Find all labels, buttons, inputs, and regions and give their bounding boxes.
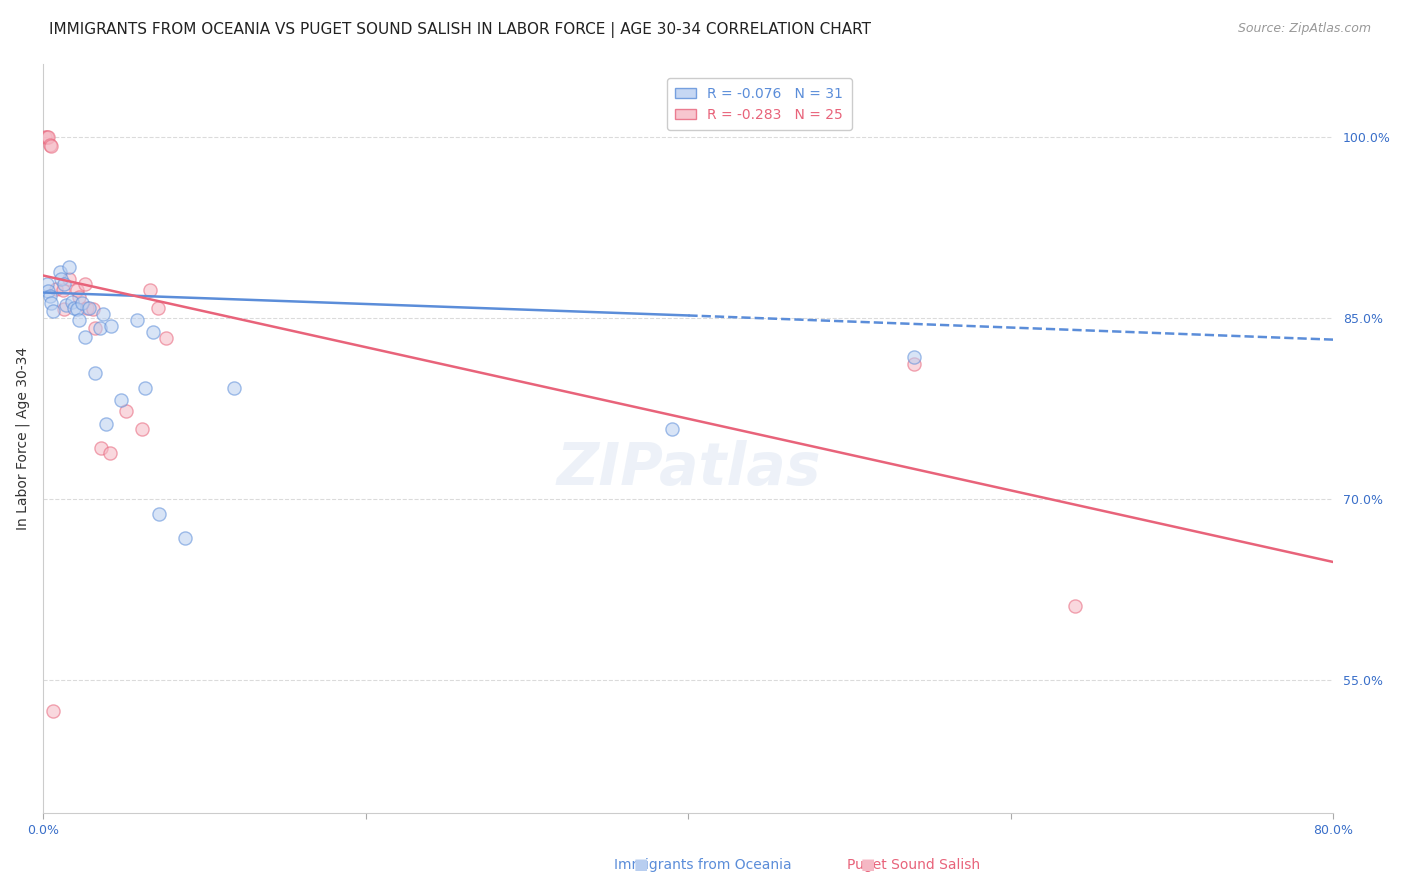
Point: [52, 283, 75, 297]
Point: [42, 303, 65, 318]
Text: Source: ZipAtlas.com: Source: ZipAtlas.com: [1237, 22, 1371, 36]
Legend: R = -0.076   N = 31, R = -0.283   N = 25: R = -0.076 N = 31, R = -0.283 N = 25: [666, 78, 852, 130]
Point: [155, 331, 177, 345]
Point: [67, 313, 90, 327]
Point: [49, 272, 72, 286]
Point: [661, 422, 683, 436]
Point: [66, 283, 89, 297]
Point: [91, 307, 114, 321]
Point: [96, 417, 118, 432]
Point: [77, 301, 100, 316]
Point: [98, 446, 121, 460]
Point: [35, 277, 58, 291]
Point: [110, 393, 132, 408]
Point: [1064, 599, 1087, 613]
Point: [75, 277, 97, 291]
Point: [148, 507, 170, 521]
Point: [53, 277, 76, 291]
Point: [125, 313, 148, 327]
Point: [63, 301, 86, 316]
Point: [48, 265, 70, 279]
Point: [62, 295, 84, 310]
Point: [41, 139, 63, 153]
Point: [131, 422, 153, 436]
Point: [55, 297, 77, 311]
Point: [82, 302, 104, 317]
Point: [134, 381, 156, 395]
Text: ■: ■: [634, 857, 648, 872]
Point: [58, 260, 80, 274]
Point: [66, 302, 89, 317]
Point: [53, 302, 76, 317]
Point: [34, 129, 56, 144]
Text: Puget Sound Salish: Puget Sound Salish: [848, 858, 980, 872]
Point: [41, 296, 63, 310]
Point: [142, 326, 165, 340]
Y-axis label: In Labor Force | Age 30-34: In Labor Force | Age 30-34: [15, 347, 30, 531]
Point: [100, 319, 122, 334]
Point: [174, 531, 197, 545]
Point: [58, 272, 80, 286]
Point: [45, 282, 67, 296]
Text: IMMIGRANTS FROM OCEANIA VS PUGET SOUND SALISH IN LABOR FORCE | AGE 30-34 CORRELA: IMMIGRANTS FROM OCEANIA VS PUGET SOUND S…: [49, 22, 872, 38]
Point: [70, 296, 93, 310]
Point: [42, 704, 65, 718]
Point: [222, 381, 245, 395]
Text: ZIPatlas: ZIPatlas: [557, 441, 821, 497]
Point: [90, 442, 112, 456]
Text: Immigrants from Oceania: Immigrants from Oceania: [614, 858, 792, 872]
Point: [37, 285, 59, 299]
Point: [37, 129, 59, 144]
Point: [38, 289, 60, 303]
Point: [89, 320, 111, 334]
Point: [139, 283, 162, 297]
Point: [84, 320, 107, 334]
Point: [84, 367, 107, 381]
Point: [35, 129, 58, 144]
Point: [67, 290, 90, 304]
Point: [114, 404, 136, 418]
Point: [903, 350, 925, 364]
Point: [146, 301, 169, 316]
Point: [903, 357, 925, 371]
Point: [76, 301, 98, 316]
Point: [75, 330, 97, 344]
Text: ■: ■: [860, 857, 875, 872]
Point: [38, 138, 60, 153]
